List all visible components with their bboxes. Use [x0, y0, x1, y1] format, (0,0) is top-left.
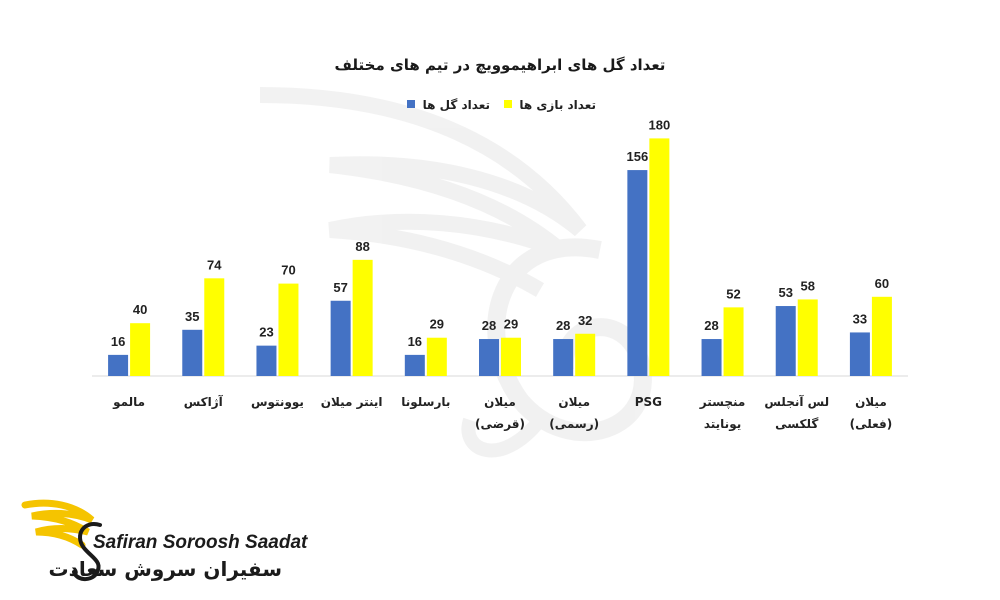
- data-label-goals-10: 33: [853, 311, 867, 326]
- category-label-6-line-1: (رسمی): [549, 417, 599, 431]
- bar-games-1: [204, 278, 225, 376]
- data-label-games-7: 180: [649, 117, 671, 132]
- data-label-goals-2: 23: [259, 325, 273, 340]
- data-label-games-2: 70: [281, 263, 295, 278]
- category-label-8-line-1: یونایتد: [704, 417, 741, 432]
- legend-swatch-games: [504, 100, 512, 108]
- category-label-9-line-0: لس آنجلس: [764, 394, 829, 409]
- data-label-goals-1: 35: [185, 309, 199, 324]
- data-label-games-0: 40: [133, 302, 147, 317]
- category-label-10-line-0: میلان: [855, 395, 887, 409]
- data-label-games-3: 88: [355, 239, 369, 254]
- plot-area: 16 40 مالمو 35 74 آژاکس 23 70 یوونتوس 57 88 اینتر م…: [92, 117, 908, 432]
- legend-swatch-goals: [407, 100, 415, 108]
- logo-english-text: Safiran Soroosh Saadat: [93, 532, 308, 553]
- data-label-goals-8: 28: [704, 318, 718, 333]
- category-label-8-line-0: منچستر: [699, 395, 746, 409]
- data-label-goals-5: 28: [482, 318, 496, 333]
- bar-goals-2: [256, 345, 277, 376]
- data-label-goals-4: 16: [408, 334, 422, 349]
- category-label-3: اینتر میلان: [321, 395, 383, 409]
- data-label-games-9: 58: [800, 278, 814, 293]
- bar-goals-4: [404, 354, 425, 376]
- legend-label-games: تعداد بازی ها: [519, 98, 596, 112]
- bar-games-7: [649, 138, 670, 376]
- bar-goals-6: [553, 339, 574, 376]
- category-label-6-line-0: میلان: [558, 395, 590, 409]
- bar-goals-1: [182, 329, 203, 376]
- bar-goals-0: [108, 354, 129, 376]
- category-label-2: یوونتوس: [251, 395, 304, 410]
- data-label-games-4: 29: [430, 317, 444, 332]
- category-label-4: بارسلونا: [401, 395, 450, 410]
- bar-goals-7: [627, 170, 648, 376]
- bar-goals-8: [701, 339, 722, 376]
- bar-games-4: [426, 337, 447, 376]
- category-label-0: مالمو: [112, 395, 145, 410]
- bar-games-10: [871, 296, 892, 376]
- data-label-goals-7: 156: [627, 149, 649, 164]
- bar-games-2: [278, 283, 299, 376]
- bar-games-9: [797, 299, 818, 376]
- category-label-5-line-0: میلان: [484, 395, 516, 409]
- bar-games-3: [352, 259, 373, 376]
- watermark: [259, 87, 652, 458]
- data-label-games-1: 74: [207, 257, 222, 272]
- bar-games-5: [501, 337, 521, 376]
- bar-games-8: [723, 307, 744, 376]
- chart-title: تعداد گل های ابراهیموویچ در تیم های مختل…: [335, 56, 666, 74]
- bar-games-0: [130, 323, 151, 376]
- logo-persian-text: سفیران سروش سعادت: [49, 557, 283, 581]
- winged-s-logo-icon: [21, 499, 102, 581]
- bar-goals-5: [479, 339, 499, 376]
- legend-label-goals: تعداد گل ها: [423, 98, 490, 112]
- data-label-goals-0: 16: [111, 334, 125, 349]
- data-label-games-8: 52: [726, 286, 740, 301]
- data-label-goals-9: 53: [778, 285, 792, 300]
- bar-goals-9: [775, 306, 796, 376]
- bar-goals-10: [849, 332, 870, 376]
- bar-games-6: [575, 333, 596, 376]
- category-label-1: آژاکس: [184, 394, 224, 409]
- category-label-5-line-1: (قرضی): [475, 417, 525, 431]
- category-label-10-line-1: (فعلی): [850, 417, 893, 431]
- data-label-games-6: 32: [578, 313, 592, 328]
- data-label-goals-6: 28: [556, 318, 570, 333]
- bar-goals-3: [330, 300, 351, 376]
- category-label-9-line-1: گلکسی: [775, 417, 818, 431]
- data-label-goals-3: 57: [333, 280, 347, 295]
- data-label-games-10: 60: [875, 276, 889, 291]
- category-label-7: PSG: [635, 395, 662, 409]
- data-label-games-5: 29: [504, 317, 518, 332]
- legend: تعداد گل ها تعداد بازی ها: [407, 98, 596, 112]
